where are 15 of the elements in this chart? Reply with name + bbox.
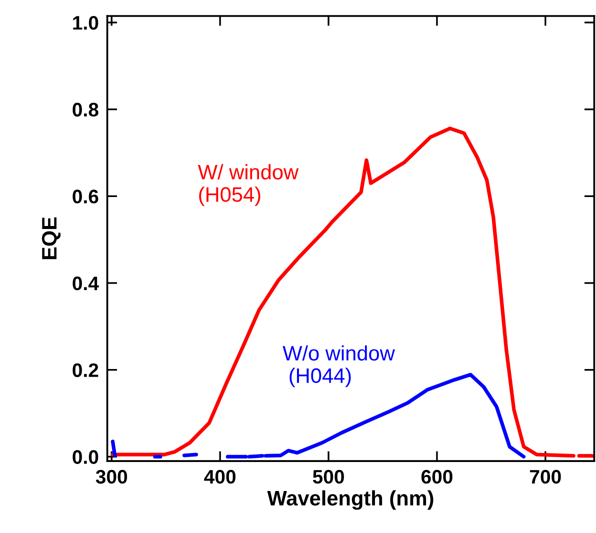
y-axis-title: EQE — [42, 217, 61, 260]
y-tick-label: 0.2 — [72, 363, 98, 378]
x-tick-label: 500 — [312, 470, 344, 484]
x-tick-label: 400 — [204, 470, 236, 484]
y-tick-label: 0.8 — [72, 102, 98, 117]
x-tick-label: 300 — [96, 470, 128, 484]
x-tick-label: 700 — [530, 470, 561, 484]
y-tick-label: 0.0 — [72, 450, 98, 464]
y-tick-label: 0.6 — [72, 190, 98, 204]
y-tick-label: 0.4 — [72, 276, 99, 290]
series-label: W/o window (H044) — [282, 345, 395, 388]
y-tick-label: 1.0 — [73, 16, 98, 30]
series-label: W/ window (H054) — [198, 164, 299, 206]
x-axis-title: Wavelength (nm) — [267, 490, 434, 510]
x-tick-label: 600 — [421, 470, 452, 484]
